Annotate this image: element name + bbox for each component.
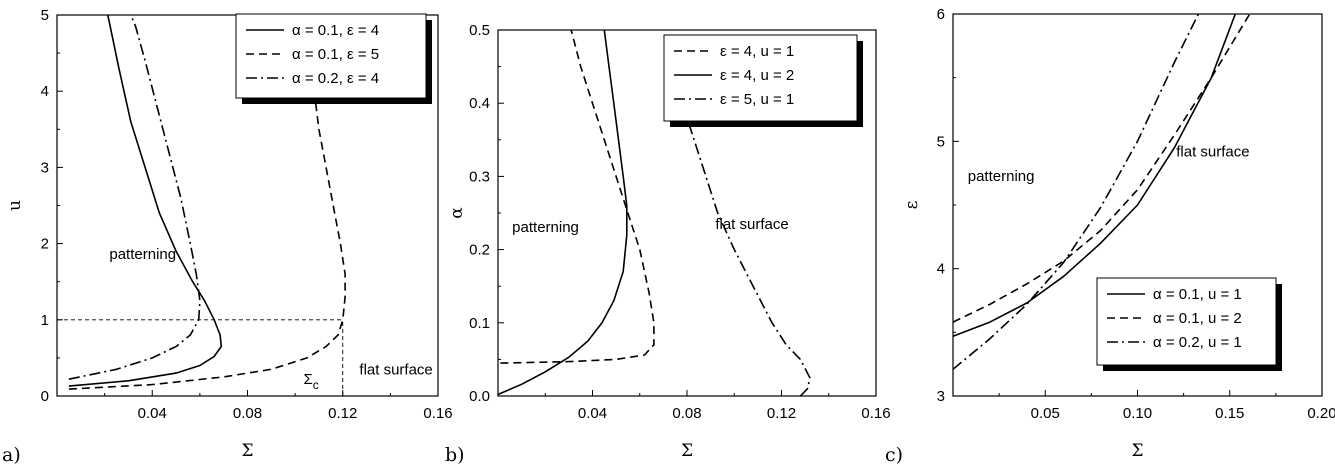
y-tick-label: 0.2: [469, 242, 490, 259]
annotation-text: patterning: [512, 219, 579, 236]
panel-label: b): [445, 444, 465, 466]
series-line-2: [498, 30, 628, 396]
annotation-subscript: c: [313, 378, 319, 392]
series-line-2: [953, 14, 1251, 323]
x-tick-label: 0.04: [138, 405, 167, 422]
annotation-text: patterning: [968, 168, 1035, 185]
legend-entry-3: α = 0.2, u = 1: [1153, 334, 1242, 351]
annotation-text: patterning: [109, 246, 176, 263]
series-line-1: [953, 14, 1237, 337]
x-tick-label: 0.05: [1031, 405, 1060, 422]
y-tick-label: 2: [41, 236, 49, 253]
x-tick-label: 0.12: [328, 405, 357, 422]
legend-entry-1: α = 0.1, u = 1: [1153, 286, 1242, 303]
legend-box: [1096, 277, 1277, 366]
x-tick-label: 0.20: [1307, 405, 1335, 422]
legend-entry-1: ε = 4, u = 1: [720, 43, 794, 60]
x-tick-label: 0.15: [1215, 405, 1244, 422]
y-tick-label: 4: [937, 261, 945, 278]
annotation: flat surface: [1176, 144, 1249, 161]
y-tick-label: 0.4: [469, 95, 490, 112]
panel-label: c): [885, 444, 903, 466]
x-axis-label: Σ: [681, 441, 693, 461]
y-tick-label: 0.1: [469, 315, 490, 332]
annotation-text: flat surface: [1176, 144, 1249, 161]
legend-entry-1: α = 0.1, ε = 4: [292, 22, 379, 39]
legend-entry-2: α = 0.1, u = 2: [1153, 310, 1242, 327]
y-tick-label: 6: [937, 6, 945, 23]
legend-entry-3: ε = 5, u = 1: [720, 91, 794, 108]
y-tick-label: 4: [41, 83, 49, 100]
annotation: patterning: [512, 219, 579, 236]
series-group: [953, 14, 1251, 370]
y-axis-label: α: [447, 207, 467, 219]
annotation: flat surface: [359, 362, 432, 379]
x-tick-label: 0.12: [767, 405, 796, 422]
series-line-3: [686, 117, 811, 396]
annotation: flat surface: [715, 216, 788, 233]
legend-box: [235, 13, 427, 99]
series-group: [68, 15, 346, 390]
legend: α = 0.1, ε = 4 α = 0.1, ε = 5 α = 0.2, ε =…: [235, 13, 432, 104]
panel-c: 0.05 0.10 0.15 0.20 3 4 5 6 Σε c) patterning flat s…: [885, 6, 1335, 466]
y-tick-label: 3: [41, 159, 49, 176]
legend-box: [663, 34, 858, 122]
series-line-2: [68, 91, 346, 390]
y-tick-label: 3: [937, 388, 945, 405]
panel-label: a): [2, 444, 21, 466]
x-tick-label: 0.04: [578, 405, 607, 422]
panel-a: 0.04 0.08 0.12 0.16 0 1 2 3 4 5 Σu a) patterning Σc fl…: [2, 7, 453, 466]
annotation-text: Σ: [303, 371, 312, 388]
y-tick-label: 0.3: [469, 168, 490, 185]
y-axis-label: ε: [902, 200, 922, 209]
x-tick-label: 0.16: [423, 405, 452, 422]
annotation-text: flat surface: [359, 362, 432, 379]
legend: ε = 4, u = 1 ε = 4, u = 2 ε = 5, u = 1: [663, 34, 863, 127]
annotation: patterning: [968, 168, 1035, 185]
y-tick-label: 0.0: [469, 388, 490, 405]
series-line-3: [68, 15, 201, 380]
x-axis-label: Σ: [1131, 441, 1143, 461]
legend-entry-2: α = 0.1, ε = 5: [292, 46, 379, 63]
y-tick-label: 0.5: [469, 22, 490, 39]
panel-b: 0.04 0.08 0.12 0.16 0.0 0.1 0.2 0.3 0.4 0.5 Σα b) pa…: [445, 22, 891, 466]
annotation-text: flat surface: [715, 216, 788, 233]
y-tick-label: 0: [41, 388, 49, 405]
annotation: Σc: [303, 371, 318, 392]
series-line-1: [68, 15, 223, 387]
x-tick-label: 0.08: [672, 405, 701, 422]
x-tick-label: 0.10: [1123, 405, 1152, 422]
series-group: [498, 30, 811, 396]
x-axis-label: Σ: [241, 441, 253, 461]
y-tick-label: 5: [937, 133, 945, 150]
legend: α = 0.1, u = 1 α = 0.1, u = 2 α = 0.2, u =…: [1096, 277, 1282, 371]
y-tick-label: 1: [41, 312, 49, 329]
annotation: patterning: [109, 246, 176, 263]
x-tick-label: 0.08: [233, 405, 262, 422]
y-axis-label: u: [5, 200, 25, 211]
series-line-1: [500, 30, 655, 364]
legend-entry-2: ε = 4, u = 2: [720, 67, 794, 84]
x-tick-label: 0.16: [861, 405, 890, 422]
legend-entry-3: α = 0.2, ε = 4: [292, 70, 379, 87]
y-tick-label: 5: [41, 7, 49, 24]
